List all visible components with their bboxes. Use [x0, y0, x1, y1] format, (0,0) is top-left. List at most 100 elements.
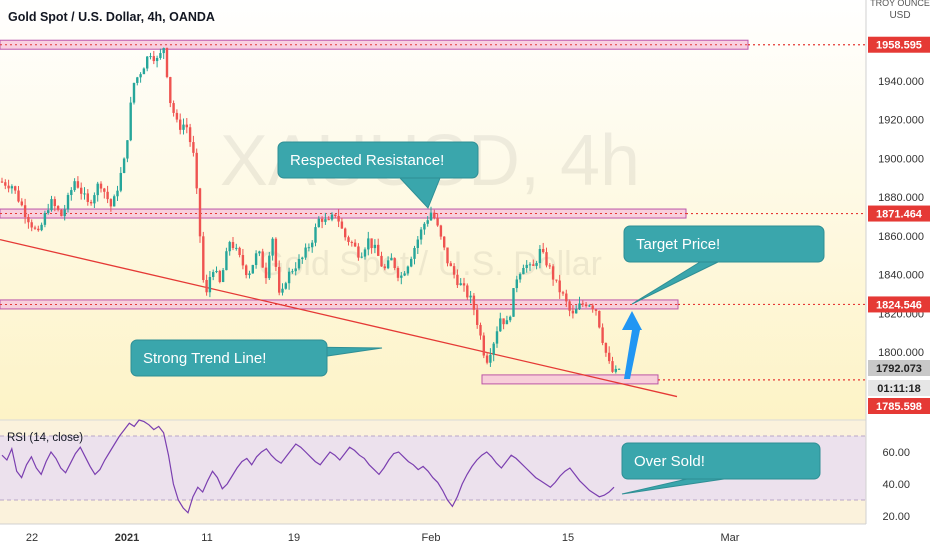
candle-body	[373, 244, 377, 249]
candle-body	[452, 266, 456, 275]
candle-body	[231, 242, 235, 249]
candle-body	[198, 188, 202, 237]
candle-body	[165, 48, 169, 78]
candle-body	[608, 352, 611, 362]
watermark-name: Gold Spot / U.S. Dollar	[258, 245, 602, 283]
candle-body	[456, 274, 459, 286]
price-tick-label: 1840.000	[878, 270, 924, 282]
candle-body	[304, 247, 307, 258]
candle-body	[268, 255, 271, 279]
callout-target-text: Target Price!	[636, 236, 720, 253]
price-tag-close: 1785.598	[876, 401, 922, 413]
candle-body	[205, 279, 208, 293]
candle-body	[172, 103, 175, 113]
rsi-line	[1, 419, 615, 514]
candle-body	[314, 227, 317, 243]
time-tick-label: 22	[26, 532, 38, 544]
candle-body	[558, 280, 561, 293]
candle-body	[443, 236, 446, 248]
candle-body	[317, 218, 320, 228]
candle-body	[426, 220, 429, 224]
candle-body	[192, 142, 195, 153]
candle-body	[515, 279, 518, 289]
price-tag-1824: 1824.546	[876, 299, 922, 311]
candle-body	[129, 102, 132, 141]
candle-body	[459, 283, 462, 286]
price-tick-label: 1860.000	[878, 231, 924, 243]
candle-body	[149, 56, 152, 58]
candle-body	[525, 264, 528, 268]
candle-body	[518, 274, 522, 280]
callout-layer: Respected Resistance! Target Price! Strong…	[130, 141, 825, 495]
candle-body	[350, 241, 353, 243]
candle-body	[0, 181, 4, 183]
candle-body	[139, 74, 142, 78]
level-zone	[0, 208, 687, 219]
candle-body	[106, 191, 109, 200]
callout-trendline-text: Strong Trend Line!	[143, 350, 266, 367]
candle-body	[386, 260, 390, 269]
candle-body	[584, 304, 588, 306]
candle-body	[122, 158, 126, 173]
candle-body	[182, 124, 185, 130]
candle-body	[433, 212, 436, 218]
candle-body	[56, 206, 60, 210]
time-tick-label: 15	[562, 532, 574, 544]
candle-body	[393, 258, 396, 269]
candle-body	[406, 266, 410, 274]
candle-body	[512, 288, 515, 317]
candle-body	[423, 223, 426, 230]
candle-body	[476, 309, 479, 325]
trendline-layer	[0, 238, 678, 398]
candle-body	[320, 218, 324, 222]
candle-body	[291, 271, 294, 273]
candle-body	[136, 77, 139, 83]
candle-body	[47, 210, 50, 214]
callout-oversold-box	[621, 442, 821, 480]
candle-body	[400, 275, 403, 278]
candle-body	[528, 264, 532, 266]
candle-body	[367, 238, 370, 250]
candle-body	[73, 181, 76, 191]
candle-body	[499, 318, 502, 332]
candle-body	[548, 265, 551, 267]
candle-body	[40, 224, 43, 231]
candle-body	[245, 265, 248, 276]
candle-body	[248, 273, 251, 276]
currency-label: USD	[889, 10, 910, 21]
candle-body	[80, 187, 83, 194]
axis-layer: 1800.0001820.0001840.0001860.0001880.000…	[26, 76, 924, 544]
candle-body	[535, 263, 538, 266]
candle-body	[449, 263, 452, 267]
candle-body	[99, 183, 103, 189]
candle-body	[278, 266, 281, 293]
candle-body	[568, 301, 571, 311]
time-tick-label: 2021	[115, 532, 139, 544]
candle-body	[396, 268, 400, 278]
candle-body	[155, 57, 159, 62]
candle-body	[555, 279, 558, 281]
candle-body	[33, 227, 37, 229]
price-tag-layer: 1958.595 1871.464 1824.546 1792.073 01:11:18…	[868, 36, 930, 414]
candle-body	[462, 283, 466, 286]
support-zone	[481, 374, 659, 385]
candle-body	[353, 242, 357, 247]
candle-body	[307, 247, 311, 249]
candle-body	[594, 309, 598, 311]
callout-trendline: Strong Trend Line!	[130, 339, 383, 377]
candle-body	[495, 331, 499, 344]
candle-body	[416, 239, 419, 248]
candle-body	[225, 251, 228, 271]
candle-body	[383, 266, 386, 269]
candle-body	[357, 246, 360, 258]
candle-body	[492, 343, 495, 355]
candle-body	[53, 199, 56, 207]
price-tag-1871-bg	[868, 205, 930, 222]
candle-body	[294, 268, 297, 272]
candle-body	[565, 293, 568, 302]
candle-body	[588, 305, 591, 307]
candle-body	[522, 267, 525, 275]
candle-body	[215, 270, 218, 273]
candle-body	[601, 327, 604, 343]
chart-title: Gold Spot / U.S. Dollar, 4h, OANDA	[8, 10, 215, 24]
